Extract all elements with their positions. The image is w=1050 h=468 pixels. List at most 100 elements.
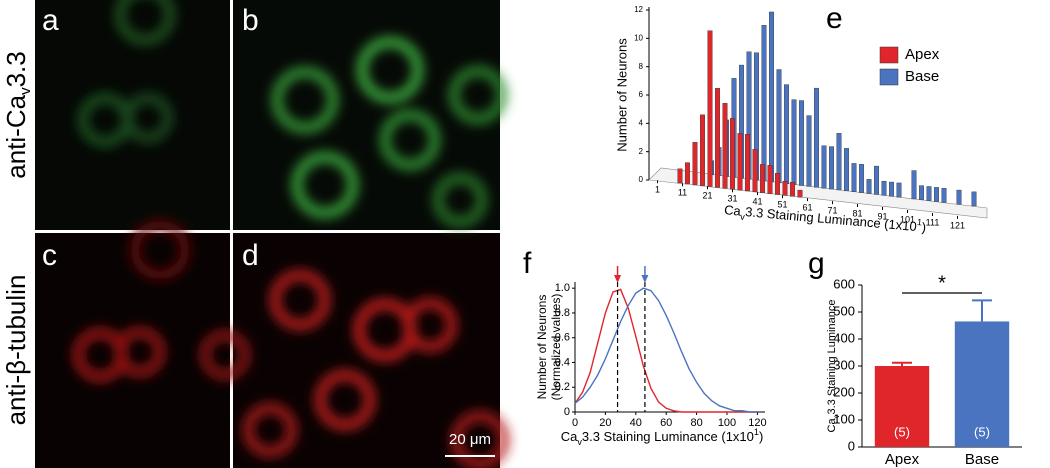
bar [784, 84, 789, 184]
bar [797, 189, 803, 198]
y-tick-label: 0.8 [555, 307, 570, 319]
bar [730, 118, 735, 190]
bar [790, 181, 795, 197]
scale-bar-label: 20 μm [449, 431, 491, 448]
y-tick-label: 8 [639, 62, 644, 71]
bar [889, 181, 894, 197]
x-tick-label: 111 [926, 217, 940, 227]
panel-label: g [808, 247, 825, 280]
bar [934, 187, 939, 202]
x-tick-label: 71 [827, 205, 837, 215]
x-tick-label: 121 [950, 220, 965, 230]
y-tick-label: 0.6 [555, 332, 570, 344]
bar [767, 165, 773, 194]
significance: * [938, 272, 946, 294]
bar [707, 30, 713, 187]
y-tick-label: 2 [639, 147, 644, 156]
axis-label-part: ) [921, 220, 927, 235]
bar [761, 25, 767, 182]
bar [737, 133, 743, 191]
bar [844, 148, 849, 192]
x-tick-label: 20 [599, 417, 611, 429]
row-label-part: v [17, 87, 34, 95]
x-tick-label: 81 [852, 208, 862, 218]
bar [866, 179, 872, 194]
bar [859, 164, 864, 193]
y-tick-label: 0.2 [555, 381, 570, 393]
y-tick-label: 600 [833, 276, 855, 291]
bar [782, 181, 788, 196]
panel-label: d [242, 239, 259, 272]
x-tick-label: 91 [877, 211, 887, 221]
axis-label-part: v [832, 414, 841, 418]
legend-label: Apex [905, 46, 940, 63]
x-tick-label: 60 [660, 417, 672, 429]
bar [896, 182, 902, 198]
bar [851, 163, 857, 192]
bar [715, 88, 720, 188]
y-tick-label: 0.4 [555, 356, 570, 368]
x-tick-label: 80 [690, 417, 702, 429]
image-c [35, 233, 230, 468]
axis-label-part: 3.3 Staining Luminance (1x10 [582, 429, 754, 444]
line [574, 288, 758, 413]
axis-label: Number of Neurons [614, 38, 629, 152]
peak-arrow-head [641, 275, 649, 283]
panel-label: a [42, 4, 59, 37]
row-label-part: 3.3 [1, 51, 31, 87]
bar [836, 133, 842, 191]
x-tick-label: 31 [727, 194, 737, 204]
bar [806, 115, 812, 187]
x-tick-label: 21 [702, 191, 712, 201]
y-tick-label: 100 [833, 411, 855, 426]
axis-label-part: 1 [754, 427, 759, 437]
bar [799, 100, 804, 186]
bar [874, 165, 879, 195]
y-tick-label: 12 [634, 5, 643, 14]
y-tick-label: 500 [833, 303, 855, 318]
bar [700, 114, 705, 186]
bar [941, 188, 947, 203]
line [574, 287, 758, 413]
x-tick-label: Apex [885, 451, 920, 468]
bar [829, 146, 834, 190]
y-tick-label: 10 [634, 33, 643, 42]
peak-arrow-head [614, 275, 622, 283]
bar [692, 142, 698, 185]
bar [874, 366, 930, 447]
x-tick-label: 51 [777, 200, 787, 210]
axis-label-part: 1 [917, 217, 923, 227]
x-tick-label: 40 [630, 417, 642, 429]
x-tick-label: 100 [718, 417, 736, 429]
panel-label: f [523, 247, 532, 280]
x-tick-label: 120 [748, 417, 766, 429]
y-tick-label: 200 [833, 384, 855, 399]
n-label: (5) [974, 424, 990, 439]
bar [791, 99, 797, 185]
legend-swatch [879, 68, 899, 86]
bar [954, 321, 1010, 447]
legend-label: Base [905, 68, 939, 85]
axis-label: (Normalized values) [549, 294, 563, 401]
panel-label: e [826, 2, 843, 35]
bar [911, 170, 917, 200]
legend-swatch [879, 46, 899, 64]
bar [814, 87, 819, 188]
axis-label: Cav3.3 Staining Luminance [826, 300, 841, 433]
bar [752, 149, 758, 193]
axis-label: Number of Neurons [535, 295, 549, 400]
n-label: (5) [894, 424, 910, 439]
y-tick-label: 0 [848, 438, 855, 453]
x-tick-label: Base [965, 451, 999, 468]
bar [919, 185, 924, 200]
x-tick-label: 11 [678, 188, 687, 198]
x-tick-label: 41 [752, 197, 762, 207]
axis-label-part: v [740, 212, 746, 222]
bar [722, 103, 728, 189]
bar [926, 186, 932, 201]
bar [775, 173, 780, 195]
y-tick-label: 0 [564, 406, 570, 418]
bar [776, 69, 782, 184]
x-tick-label: 101 [900, 214, 915, 224]
